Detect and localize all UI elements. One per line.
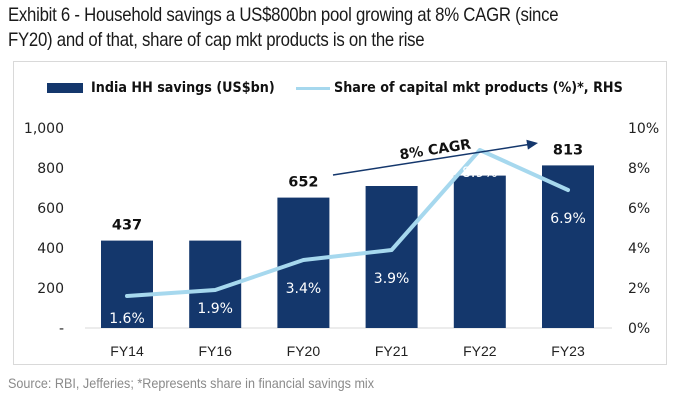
bar-fy20 bbox=[277, 197, 330, 328]
legend: India HH savings (US$bn) Share of capita… bbox=[0, 80, 680, 100]
x-tick-label: FY21 bbox=[375, 343, 409, 359]
bar-value-label: 437 bbox=[112, 218, 142, 234]
y-right-tick-label: 8% bbox=[628, 161, 650, 177]
bar-value-label: 652 bbox=[288, 175, 318, 191]
bar-fy14 bbox=[101, 240, 153, 328]
title-line-1: Exhibit 6 - Household savings a US$800bn… bbox=[8, 4, 559, 26]
line-value-label: 1.9% bbox=[197, 301, 233, 317]
legend-swatch-line bbox=[296, 86, 330, 90]
x-tick-label: FY22 bbox=[463, 343, 497, 359]
y-left-tick-label: 600 bbox=[37, 201, 64, 217]
y-left-tick-label: 200 bbox=[37, 281, 64, 297]
x-tick-label: FY23 bbox=[551, 343, 585, 359]
legend-item-savings: India HH savings (US$bn) bbox=[47, 80, 300, 96]
legend-label-savings: India HH savings (US$bn) bbox=[91, 80, 275, 96]
cagr-arrow-line bbox=[332, 143, 531, 176]
bar-fy22 bbox=[453, 175, 506, 328]
source-note: Source: RBI, Jefferies; *Represents shar… bbox=[8, 375, 375, 391]
y-left-tick-label: - bbox=[59, 321, 64, 337]
line-value-label: 3.9% bbox=[374, 271, 410, 287]
share-line bbox=[125, 148, 570, 298]
cagr-arrowhead-icon bbox=[526, 139, 538, 150]
chart-frame bbox=[13, 61, 667, 365]
y-right-tick-label: 10% bbox=[628, 121, 659, 137]
chart-title: Exhibit 6 - Household savings a US$800bn… bbox=[8, 3, 679, 53]
line-value-label: 3.4% bbox=[286, 281, 322, 297]
y-left-tick-label: 800 bbox=[37, 161, 64, 177]
bar-fy23 bbox=[542, 165, 594, 328]
y-right-tick-label: 2% bbox=[628, 281, 650, 297]
line-value-label: 8.9% bbox=[462, 165, 498, 181]
bar-value-label: 813 bbox=[553, 142, 583, 158]
title-line-2: FY20) and of that, share of cap mkt prod… bbox=[8, 29, 425, 51]
x-tick-label: FY16 bbox=[198, 343, 232, 359]
y-right-tick-label: 4% bbox=[628, 241, 650, 257]
x-tick-label: FY14 bbox=[110, 343, 144, 359]
legend-swatch-bar bbox=[47, 83, 83, 93]
y-left-tick-label: 1,000 bbox=[24, 121, 64, 137]
y-right-tick-label: 6% bbox=[628, 201, 650, 217]
x-tick-label: FY20 bbox=[287, 343, 321, 359]
line-value-label: 6.9% bbox=[550, 211, 586, 227]
y-right-tick-label: 0% bbox=[628, 321, 650, 337]
legend-label-share: Share of capital mkt products (%)*, RHS bbox=[334, 80, 623, 96]
legend-item-share: Share of capital mkt products (%)*, RHS bbox=[296, 80, 662, 96]
y-left-tick-label: 400 bbox=[37, 241, 64, 257]
bar-fy21 bbox=[365, 186, 418, 328]
line-value-label: 1.6% bbox=[109, 311, 145, 327]
